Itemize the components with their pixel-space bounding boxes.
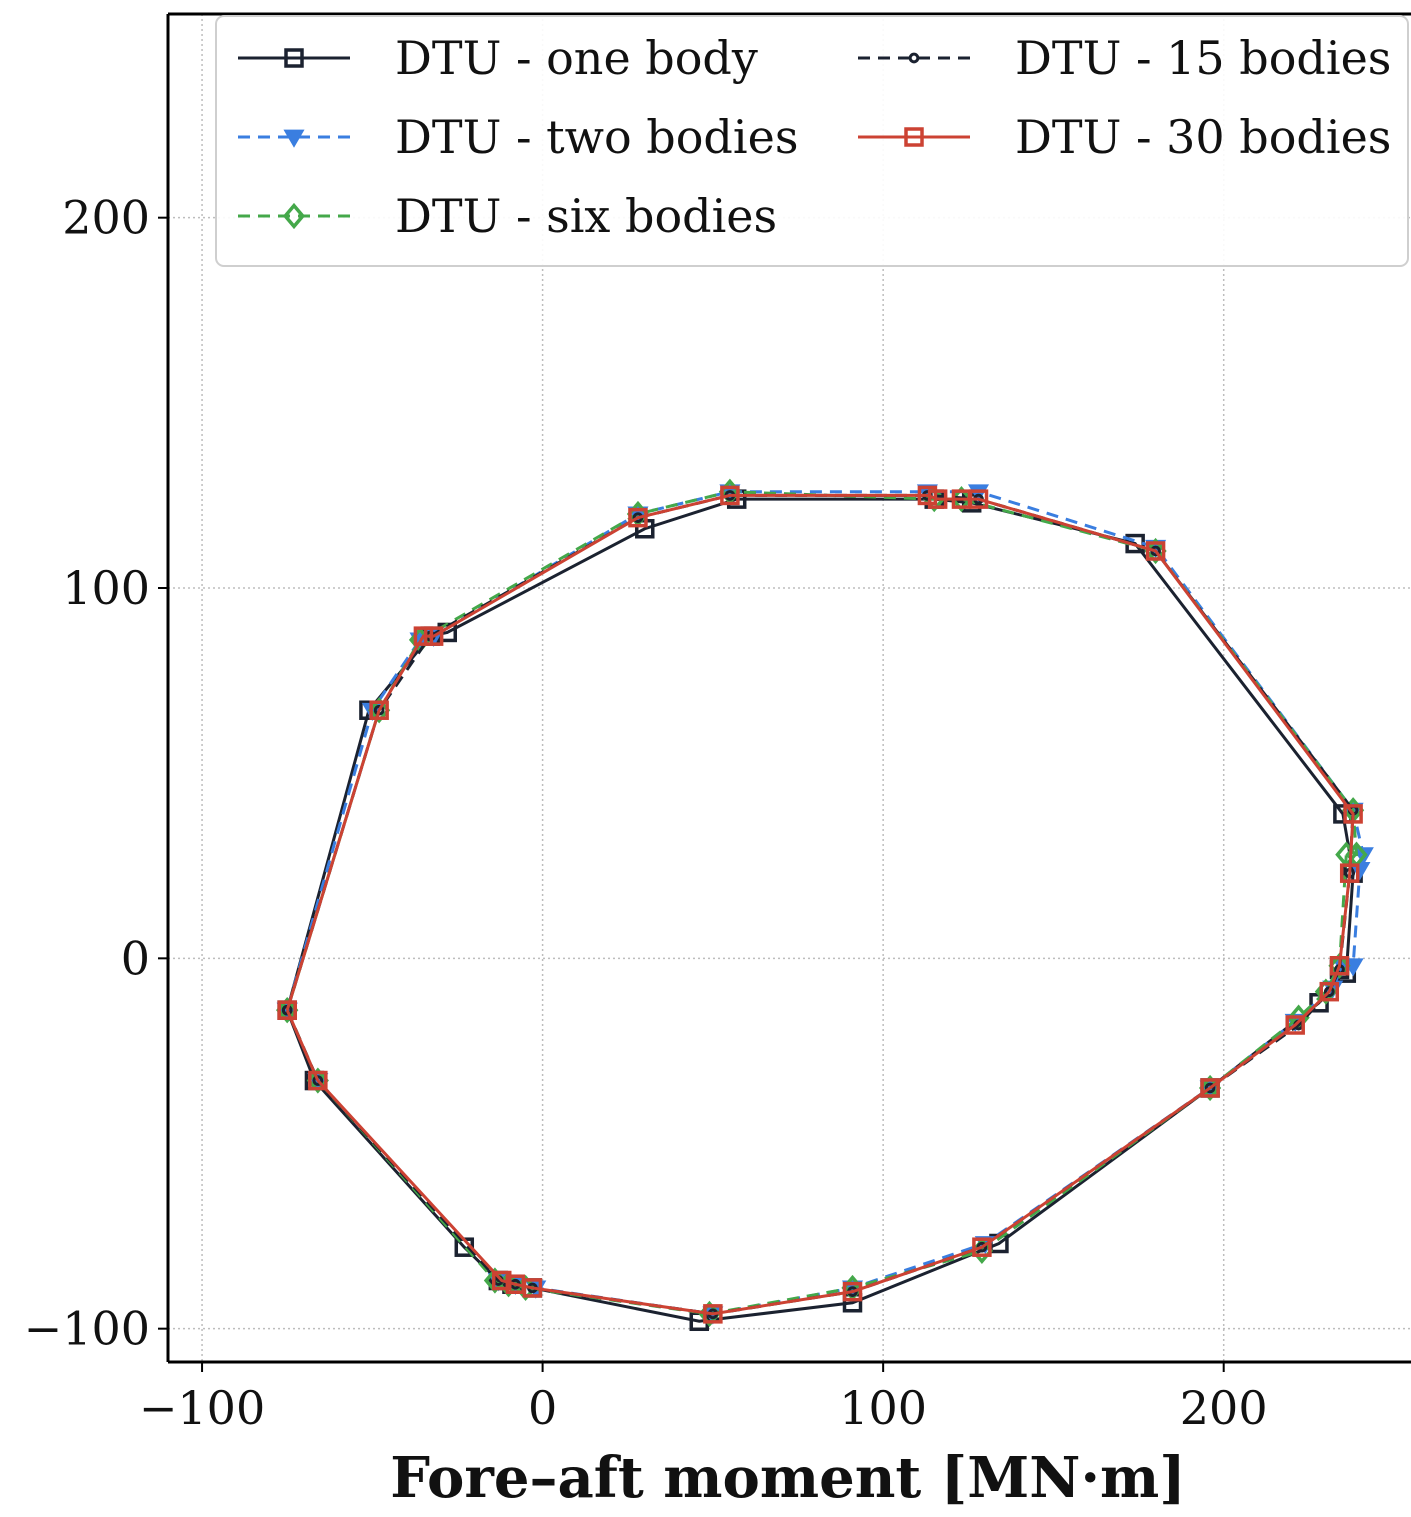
legend-label: DTU - one body [395,31,758,85]
data-point [917,485,938,506]
data-point [970,1237,994,1265]
data-point [413,626,434,646]
axes [166,12,1411,1364]
ticks: −100 0 100 200 −100 0 100 200 [24,191,1268,1435]
legend-box [215,15,1409,267]
data-point [703,1304,723,1324]
series-4 [281,490,1359,1320]
data-point [972,1237,992,1257]
y-tick-label: 200 [62,191,150,245]
legend-marker [282,202,306,230]
data-point [1339,863,1360,883]
data-point [950,486,973,513]
legend-marker [283,129,305,148]
data-point [312,1075,324,1086]
data-point [628,507,648,528]
data-point [1204,1082,1216,1094]
legend-item-4: DTU - 15 bodies [858,31,1391,85]
data-point [423,626,444,646]
data-point [522,1278,543,1298]
data-point [368,697,391,724]
data-point [306,1067,329,1094]
x-tick-label: 0 [528,1381,557,1435]
x-axis-label: Fore–aft moment [MN·m] [390,1445,1185,1511]
data-point [1319,981,1340,1002]
data-point [1200,1078,1220,1098]
data-point [277,1000,297,1020]
data-point [276,997,299,1024]
legend-marker [908,52,920,64]
legend-item-2: DTU - two bodies [238,110,798,164]
x-tick-label: 200 [1180,1381,1268,1435]
legend-marker [284,48,304,68]
data-point [369,700,389,720]
legend-item-1: DTU - one body [238,31,758,85]
series-5 [277,485,1363,1324]
data-point [1329,955,1350,976]
legend-item-5: DTU - 30 bodies [858,110,1391,164]
data-point [720,485,740,506]
legend-label: DTU - two bodies [395,110,798,164]
y-tick-label: 100 [62,561,150,615]
data-point [967,484,990,503]
legend-label: DTU - 15 bodies [1015,31,1391,85]
legend[interactable]: DTU - one body DTU - two bodies DTU - six … [215,15,1409,267]
series-1 [277,489,1363,1332]
series-line [285,490,1359,1316]
data-point [1285,1015,1305,1035]
series-line [285,493,1355,1316]
data-point [491,1270,512,1291]
data-point [1328,952,1351,979]
data-point [842,1281,863,1302]
data-point [308,1070,328,1091]
legend-label: DTU - 30 bodies [1015,110,1391,164]
series-line [285,497,1355,1323]
legend-label: DTU - six bodies [395,189,777,243]
y-tick-label: −100 [24,1302,150,1356]
legend-marker [904,127,924,147]
x-tick-label: −100 [139,1381,265,1435]
series-group [276,478,1374,1332]
data-point [1343,804,1363,824]
x-tick-label: 100 [839,1381,927,1435]
data-point [1145,541,1166,561]
data-point [1144,537,1167,565]
series-2 [276,484,1374,1325]
data-point [927,489,948,509]
y-tick-label: 0 [121,931,150,985]
data-point [951,489,972,509]
legend-item-3: DTU - six bodies [238,189,777,243]
